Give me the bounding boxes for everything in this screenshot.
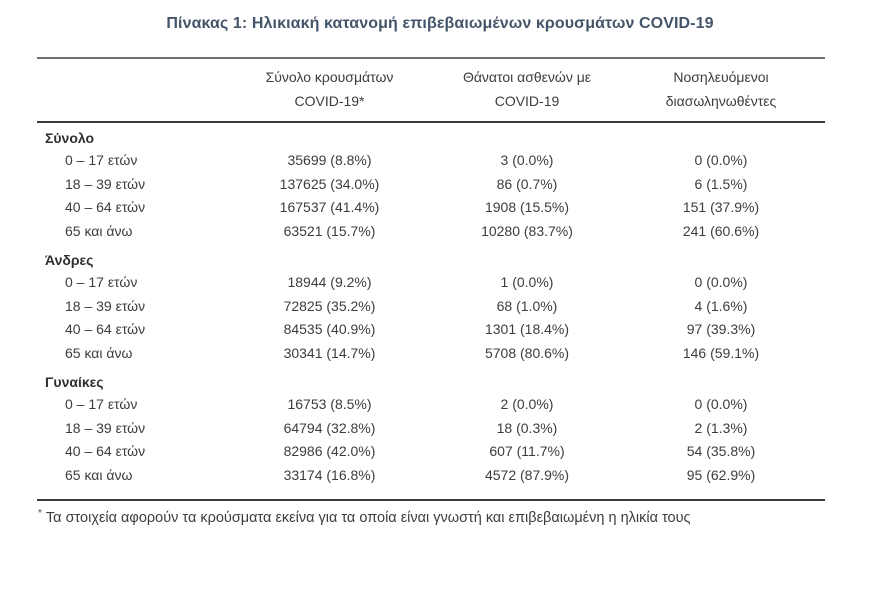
report-page: Πίνακας 1: Ηλικιακή κατανομή επιβεβαιωμέ…	[0, 15, 880, 593]
table-row: 0 – 17 ετών 16753 (8.5%) 2 (0.0%) 0 (0.0…	[37, 393, 825, 417]
column-header-deaths: Θάνατοι ασθενών με COVID-19	[437, 58, 617, 123]
table-row: 65 και άνω 63521 (15.7%) 10280 (83.7%) 2…	[37, 220, 825, 244]
age-group-label: 0 – 17 ετών	[65, 396, 138, 412]
intubated-value: 0 (0.0%)	[694, 274, 748, 290]
intubated-value: 97 (39.3%)	[686, 321, 756, 337]
intubated-value: 4 (1.6%)	[694, 297, 748, 314]
cases-value: 33174 (16.8%)	[222, 463, 437, 501]
column-header-line: διασωληνωθέντες	[665, 93, 777, 109]
table-row: 18 – 39 ετών 137625 (34.0%) 86 (0.7%) 6 …	[37, 173, 825, 197]
intubated-value: 0 (0.0%)	[694, 396, 748, 412]
deaths-value: 1 (0.0%)	[500, 274, 554, 290]
column-header-total-cases: Σύνολο κρουσμάτων COVID-19*	[222, 58, 437, 123]
age-group-label: 40 – 64 ετών	[65, 443, 146, 459]
section-header-women: Γυναίκες	[37, 365, 825, 393]
intubated-value: 146 (59.1%)	[682, 344, 760, 361]
column-header-line: Νοσηλευόμενοι	[673, 69, 769, 85]
section-label: Γυναίκες	[45, 374, 104, 390]
age-group-label: 0 – 17 ετών	[65, 152, 138, 168]
column-header-line: Σύνολο κρουσμάτων	[265, 69, 394, 85]
intubated-value: 241 (60.6%)	[682, 222, 760, 239]
age-group-label: 65 και άνω	[65, 344, 133, 361]
intubated-value: 0 (0.0%)	[694, 152, 748, 168]
section-header-total: Σύνολο	[37, 122, 825, 149]
table-row: 0 – 17 ετών 35699 (8.8%) 3 (0.0%) 0 (0.0…	[37, 149, 825, 173]
cases-value: 63521 (15.7%)	[283, 222, 376, 239]
section-label: Άνδρες	[45, 252, 94, 268]
intubated-value: 95 (62.9%)	[617, 463, 825, 501]
table-row: 65 και άνω 33174 (16.8%) 4572 (87.9%) 95…	[37, 463, 825, 501]
table-row: 40 – 64 ετών 82986 (42.0%) 607 (11.7%) 5…	[37, 440, 825, 464]
page-title: Πίνακας 1: Ηλικιακή κατανομή επιβεβαιωμέ…	[166, 15, 714, 32]
section-header-men: Άνδρες	[37, 243, 825, 271]
deaths-value: 1908 (15.5%)	[484, 199, 570, 215]
section-label: Σύνολο	[45, 130, 95, 146]
deaths-value: 2 (0.0%)	[500, 396, 554, 412]
age-group-label: 18 – 39 ετών	[65, 175, 146, 192]
cases-value: 84535 (40.9%)	[283, 321, 376, 337]
deaths-value: 4572 (87.9%)	[437, 463, 617, 501]
deaths-value: 86 (0.7%)	[496, 175, 558, 192]
age-group-label: 0 – 17 ετών	[65, 274, 138, 290]
table-footnote: * Τα στοιχεία αφορούν τα κρούσματα εκείνα…	[38, 508, 880, 526]
age-group-label: 18 – 39 ετών	[65, 419, 146, 436]
table-body: Σύνολο 0 – 17 ετών 35699 (8.8%) 3 (0.0%)…	[37, 122, 825, 501]
cases-value: 72825 (35.2%)	[283, 297, 376, 314]
cases-value: 16753 (8.5%)	[287, 396, 372, 412]
table-header: Σύνολο κρουσμάτων COVID-19* Θάνατοι ασθε…	[37, 58, 825, 123]
column-header-line: COVID-19	[494, 93, 560, 109]
footnote-text: Τα στοιχεία αφορούν τα κρούσματα εκείνα …	[45, 509, 691, 526]
cases-value: 167537 (41.4%)	[279, 199, 380, 215]
deaths-value: 607 (11.7%)	[489, 443, 565, 459]
deaths-value: 3 (0.0%)	[500, 152, 554, 168]
column-header-line: COVID-19*	[294, 93, 365, 109]
column-header-line: Θάνατοι ασθενών με	[462, 69, 592, 85]
covid-age-distribution-table: Σύνολο κρουσμάτων COVID-19* Θάνατοι ασθε…	[37, 57, 825, 501]
cases-value: 82986 (42.0%)	[283, 443, 376, 459]
deaths-value: 10280 (83.7%)	[481, 222, 573, 239]
cases-value: 30341 (14.7%)	[283, 344, 376, 361]
cases-value: 35699 (8.8%)	[287, 152, 372, 168]
age-group-label: 65 και άνω	[65, 222, 133, 239]
header-row: Σύνολο κρουσμάτων COVID-19* Θάνατοι ασθε…	[37, 58, 825, 123]
table-row: 0 – 17 ετών 18944 (9.2%) 1 (0.0%) 0 (0.0…	[37, 271, 825, 295]
intubated-value: 151 (37.9%)	[682, 199, 760, 215]
deaths-value: 18 (0.3%)	[496, 419, 558, 436]
footnote-marker: *	[38, 508, 42, 519]
table-row: 40 – 64 ετών 84535 (40.9%) 1301 (18.4%) …	[37, 318, 825, 342]
cases-value: 18944 (9.2%)	[287, 274, 372, 290]
column-header-intubated: Νοσηλευόμενοι διασωληνωθέντες	[617, 58, 825, 123]
deaths-value: 1301 (18.4%)	[484, 321, 570, 337]
cases-value: 137625 (34.0%)	[279, 175, 380, 192]
corner-cell	[37, 58, 222, 123]
age-group-label: 40 – 64 ετών	[65, 199, 146, 215]
intubated-value: 2 (1.3%)	[694, 419, 748, 436]
intubated-value: 6 (1.5%)	[694, 175, 748, 192]
deaths-value: 68 (1.0%)	[496, 297, 558, 314]
table-row: 65 και άνω 30341 (14.7%) 5708 (80.6%) 14…	[37, 342, 825, 366]
deaths-value: 5708 (80.6%)	[484, 344, 570, 361]
table-row: 18 – 39 ετών 64794 (32.8%) 18 (0.3%) 2 (…	[37, 417, 825, 441]
intubated-value: 54 (35.8%)	[686, 443, 756, 459]
table-row: 40 – 64 ετών 167537 (41.4%) 1908 (15.5%)…	[37, 196, 825, 220]
cases-value: 64794 (32.8%)	[283, 419, 376, 436]
age-group-label: 18 – 39 ετών	[65, 297, 146, 314]
age-group-label: 65 και άνω	[37, 463, 222, 501]
age-group-label: 40 – 64 ετών	[65, 321, 146, 337]
table-row: 18 – 39 ετών 72825 (35.2%) 68 (1.0%) 4 (…	[37, 295, 825, 319]
